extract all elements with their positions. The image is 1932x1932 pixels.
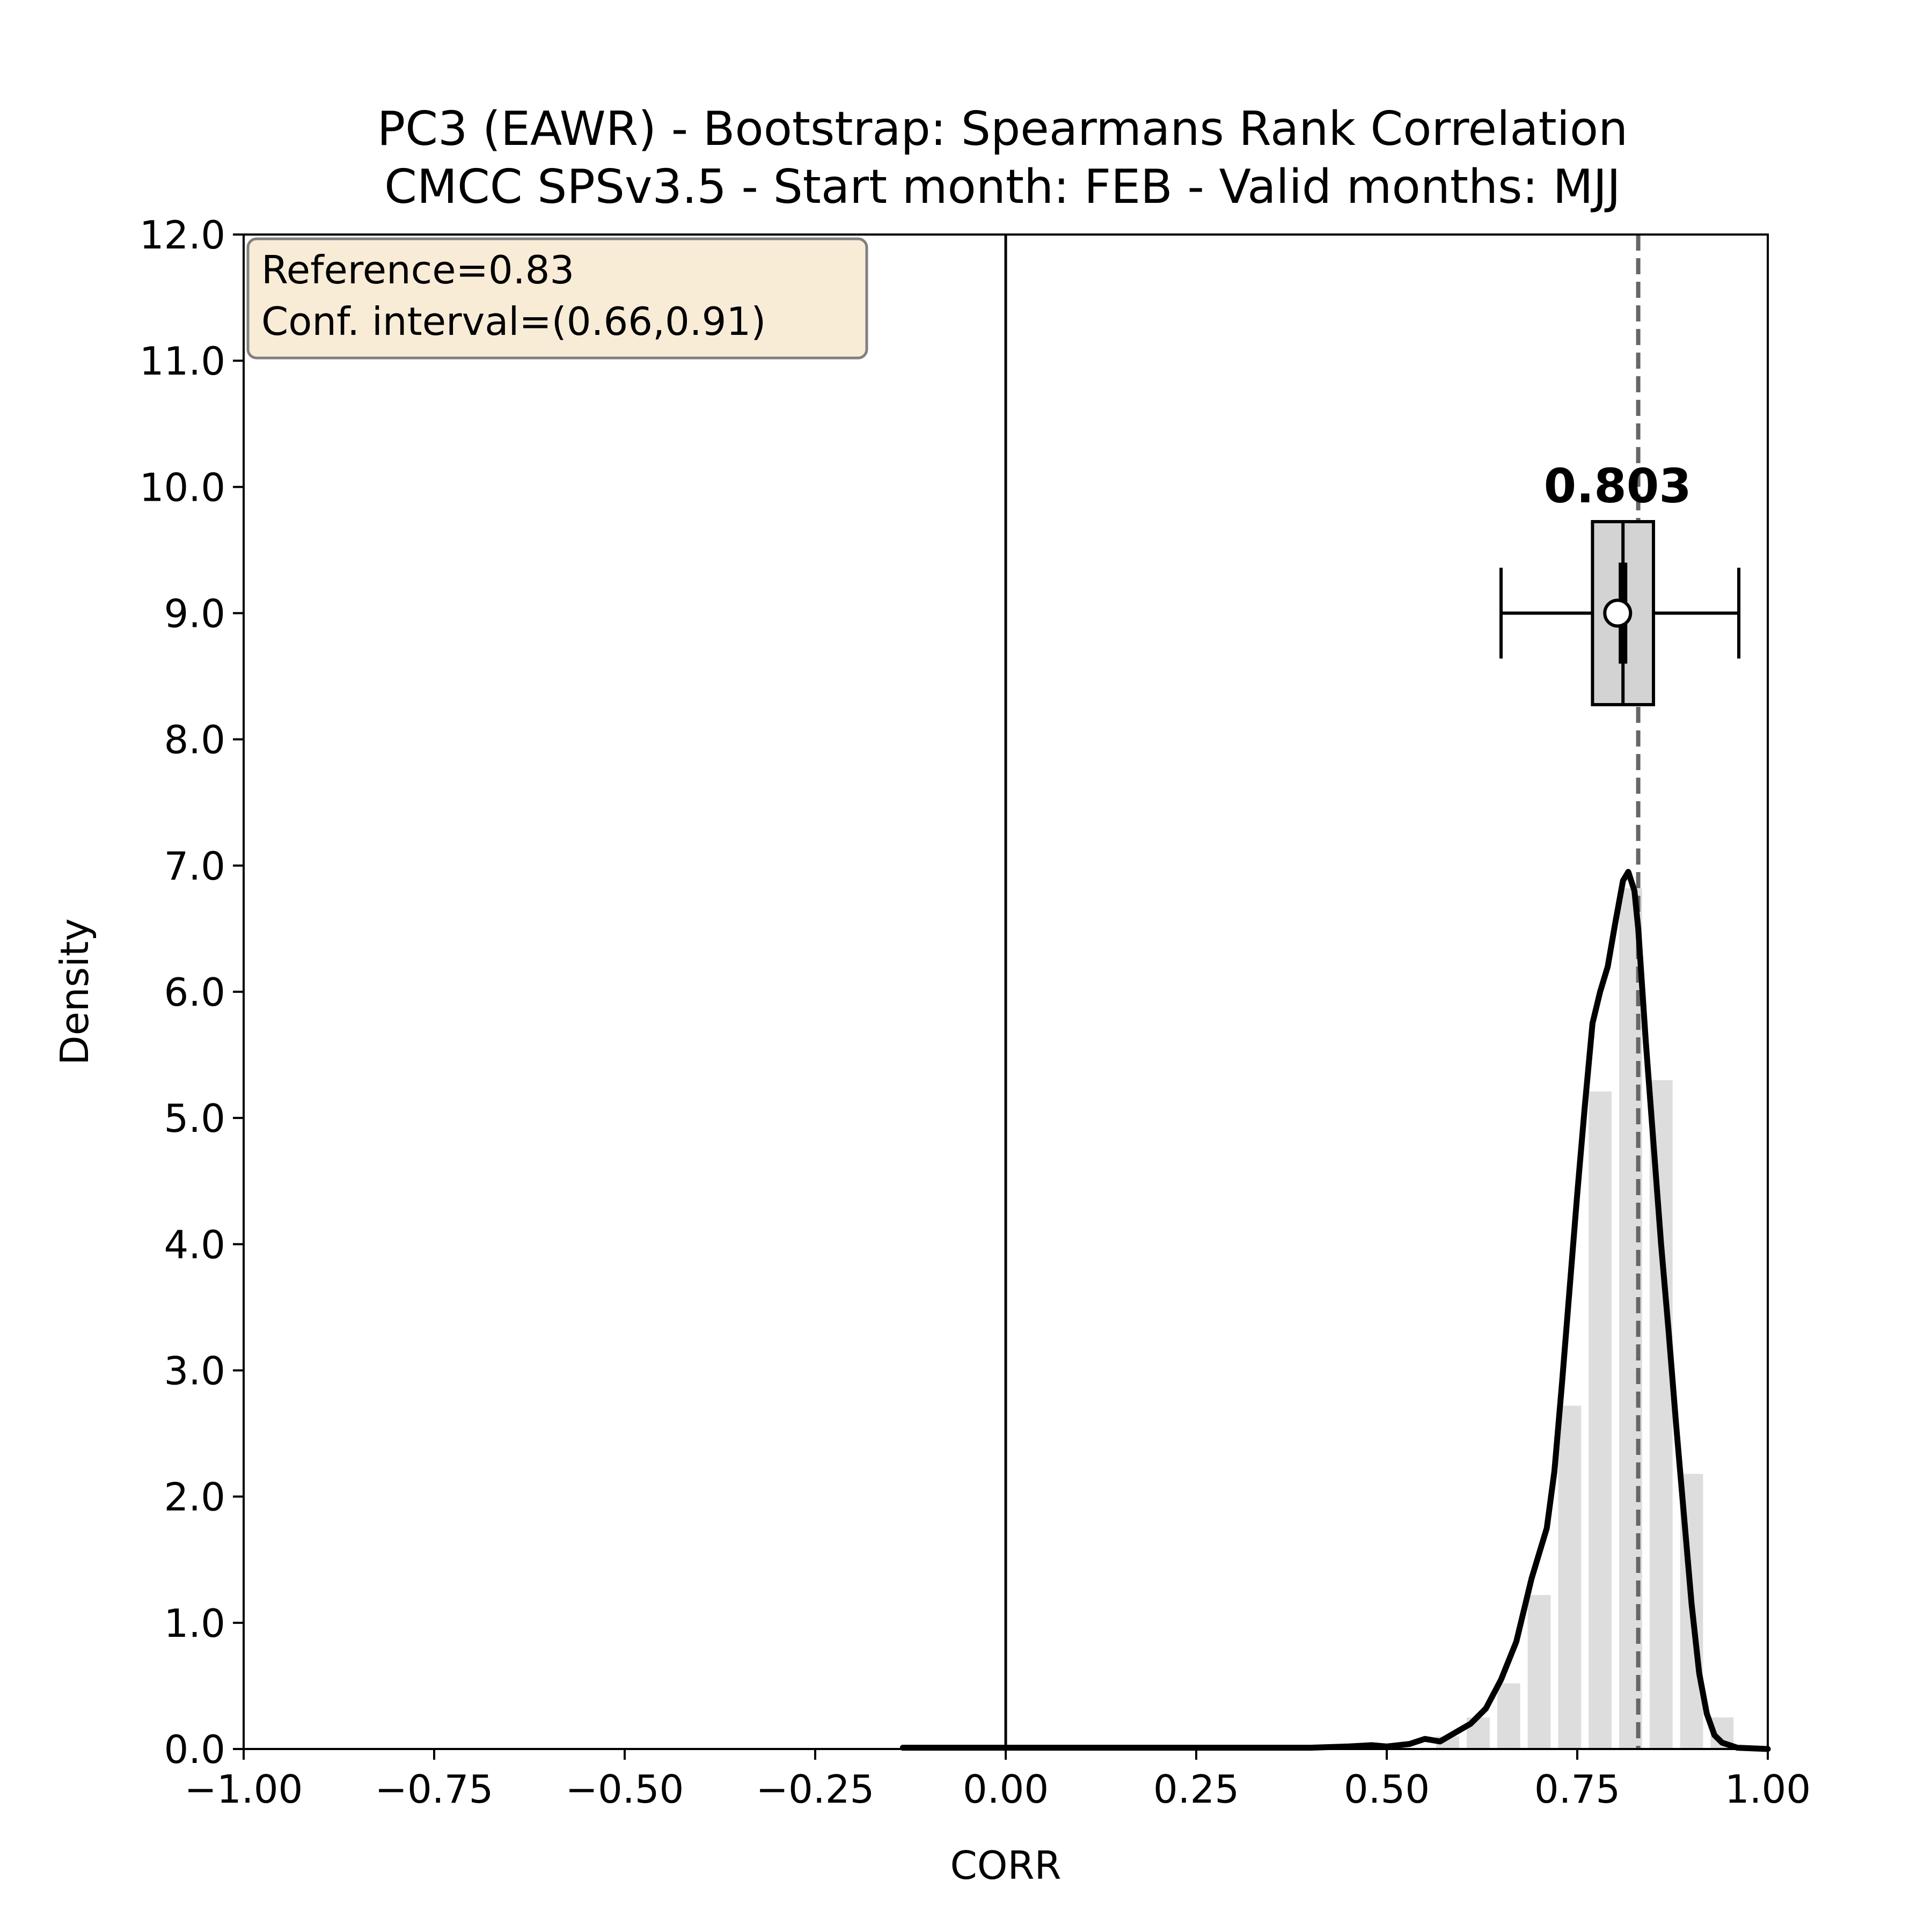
info-conf-interval: Conf. interval=(0.66,0.91) xyxy=(261,299,766,344)
y-axis-label: Density xyxy=(52,918,97,1065)
mean-marker xyxy=(1603,598,1633,628)
y-tick-label: 5.0 xyxy=(164,1096,225,1141)
x-tick-label: 0.25 xyxy=(1153,1767,1239,1812)
y-tick-label: 11.0 xyxy=(140,339,225,384)
x-tick-label: 0.00 xyxy=(963,1767,1049,1812)
x-tick-label: −0.50 xyxy=(566,1767,684,1812)
x-tick-label: 1.00 xyxy=(1725,1767,1811,1812)
y-tick-label: 6.0 xyxy=(164,970,225,1015)
y-axis-ticks: 0.0 1.0 2.0 3.0 4.0 5.0 6.0 7.0 8.0 9.0 10.0 11.0 12… xyxy=(140,213,244,1772)
info-box-background xyxy=(246,237,868,360)
y-tick-label: 0.0 xyxy=(164,1727,225,1772)
y-tick-label: 3.0 xyxy=(164,1349,225,1394)
x-tick-label: −1.00 xyxy=(185,1767,303,1812)
histogram-bar-4 xyxy=(1558,1406,1582,1749)
kde-curve-line xyxy=(899,869,1771,1752)
kde-curve xyxy=(899,869,1771,1752)
histogram-bar-3 xyxy=(1527,1595,1551,1749)
x-axis-label: CORR xyxy=(950,1843,1062,1888)
chart-title: PC3 (EAWR) - Bootstrap: Spearmans Rank C… xyxy=(377,101,1628,156)
y-tick-label: 1.0 xyxy=(164,1601,225,1646)
reference-lines xyxy=(1004,235,1641,1749)
y-tick-label: 8.0 xyxy=(164,718,225,763)
bootstrap-boxplot: 0.803 xyxy=(1499,459,1741,706)
y-tick-label: 12.0 xyxy=(140,213,225,258)
y-tick-label: 4.0 xyxy=(164,1222,225,1267)
x-tick-label: 0.75 xyxy=(1534,1767,1620,1812)
info-box: Reference=0.83 Conf. interval=(0.66,0.91… xyxy=(246,237,868,360)
chart-subtitle: CMCC SPSv3.5 - Start month: FEB - Valid … xyxy=(384,159,1621,214)
x-tick-label: 0.50 xyxy=(1344,1767,1430,1812)
x-axis-ticks: −1.00 −0.75 −0.50 −0.25 0.00 0.25 0.50 0.75 1.00 xyxy=(185,1749,1811,1812)
boxplot-mean-label: 0.803 xyxy=(1544,459,1692,514)
x-tick-label: −0.75 xyxy=(375,1767,494,1812)
y-tick-label: 10.0 xyxy=(140,465,225,510)
y-tick-label: 2.0 xyxy=(164,1475,225,1520)
histogram-bars xyxy=(1436,888,1734,1749)
histogram-bar-2 xyxy=(1497,1683,1520,1749)
info-reference: Reference=0.83 xyxy=(261,247,574,292)
histogram-bar-7 xyxy=(1649,1080,1673,1749)
y-tick-label: 9.0 xyxy=(164,591,225,636)
y-tick-label: 7.0 xyxy=(164,844,225,889)
histogram-bar-5 xyxy=(1589,1091,1612,1749)
plot-frame xyxy=(243,233,1769,1750)
x-tick-label: −0.25 xyxy=(756,1767,875,1812)
